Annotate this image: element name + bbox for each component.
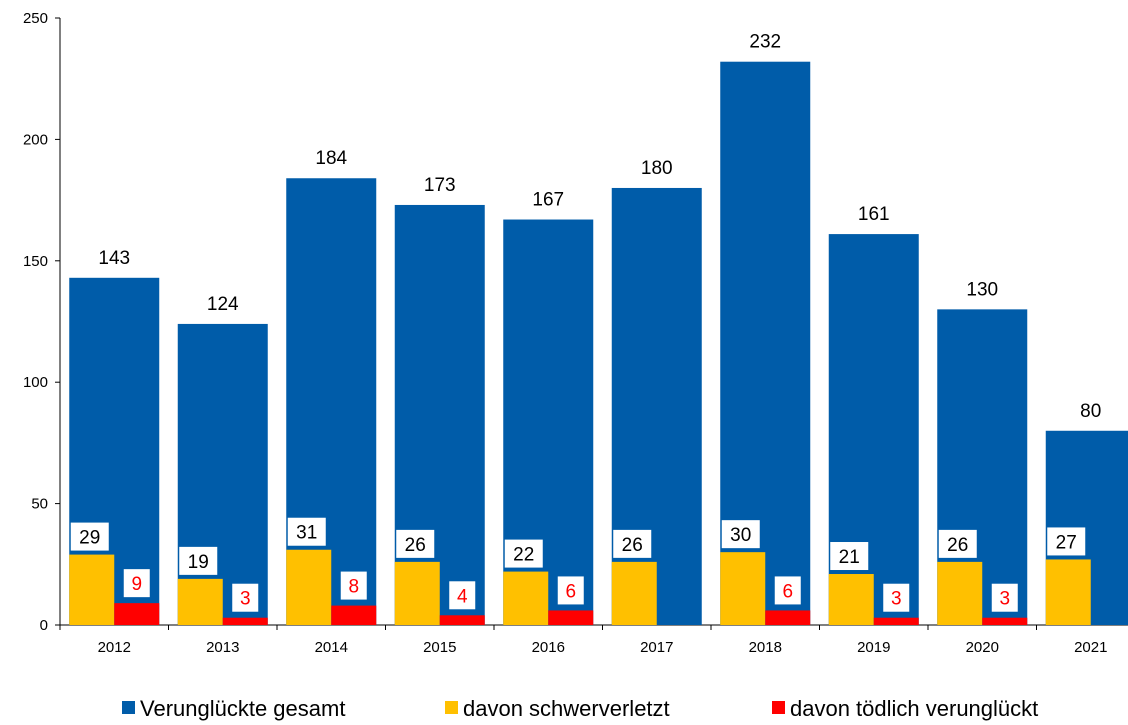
data-label-fatal-2013-box [232,583,259,612]
x-tick-label-2015: 2015 [423,639,456,656]
data-label-fatal-2014-box [340,571,367,600]
data-label-fatal-2020-box [991,583,1018,612]
data-label-fatal-2016: 6 [565,581,576,602]
data-label-fatal-2013: 3 [240,589,251,610]
bar-fatal-2013[interactable] [222,617,268,625]
bar-fatal-2016[interactable] [548,610,594,625]
data-label-severe-2020: 26 [947,535,968,556]
data-label-severe-2013: 19 [188,552,209,573]
data-label-fatal-2018-box [774,576,801,605]
data-label-total-2016: 167 [532,190,564,211]
bar-severe-2017[interactable] [611,561,657,625]
bar-severe-2019[interactable] [828,574,874,625]
legend-label-1: Verunglückte gesamt [140,696,345,721]
y-tick-label: 100 [23,374,48,391]
data-label-severe-2016: 22 [513,545,534,566]
data-label-severe-2021: 27 [1056,532,1077,553]
bar-severe-2016[interactable] [503,571,549,625]
x-tick-label-2020: 2020 [966,639,999,656]
data-label-fatal-2018: 6 [782,581,793,602]
data-label-severe-2014-box [287,517,326,546]
y-tick-label: 150 [23,253,48,270]
data-label-severe-2014: 31 [296,523,317,544]
legend-swatch-2 [445,701,458,714]
x-tick-label-2021: 2021 [1074,639,1107,656]
data-label-fatal-2020: 3 [999,589,1010,610]
data-label-severe-2012: 29 [79,528,100,549]
bar-total-2017[interactable] [611,187,702,625]
data-label-total-2013: 124 [207,294,239,315]
data-label-severe-2017: 26 [622,535,643,556]
data-label-total-2014: 184 [315,148,347,169]
data-label-total-2015: 173 [424,175,456,196]
data-label-severe-2021-box [1047,527,1086,556]
data-label-severe-2019-box [830,542,869,571]
data-label-severe-2015: 26 [405,535,426,556]
data-label-fatal-2019-box [883,583,910,612]
data-label-severe-2016-box [504,539,543,568]
y-tick-label: 250 [23,10,48,27]
x-tick-label-2012: 2012 [98,639,131,656]
data-label-fatal-2019: 3 [891,589,902,610]
bar-fatal-2012[interactable] [114,603,160,625]
x-tick-label-2016: 2016 [532,639,565,656]
bar-fatal-2019[interactable] [873,617,919,625]
data-label-severe-2015-box [396,529,435,558]
data-label-fatal-2015-box [449,581,476,610]
data-label-total-2019: 161 [858,204,890,225]
data-label-fatal-2016-box [557,576,584,605]
data-label-fatal-2012: 9 [131,574,142,595]
bar-severe-2021[interactable] [1045,559,1091,625]
data-label-severe-2018-box [721,520,760,549]
y-tick-label: 0 [40,617,48,634]
bar-severe-2018[interactable] [720,552,766,625]
legend-swatch-3 [772,701,785,714]
x-tick-label-2017: 2017 [640,639,673,656]
bar-severe-2014[interactable] [286,549,332,625]
data-label-severe-2018: 30 [730,525,751,546]
data-label-total-2017: 180 [641,158,673,179]
data-label-total-2018: 232 [749,32,781,53]
bar-severe-2015[interactable] [394,561,440,625]
bar-fatal-2020[interactable] [982,617,1028,625]
bar-severe-2013[interactable] [177,578,223,625]
y-tick-label: 200 [23,131,48,148]
data-label-total-2020: 130 [966,279,998,300]
x-tick-label-2013: 2013 [206,639,239,656]
data-label-severe-2017-box [613,529,652,558]
x-tick-label-2019: 2019 [857,639,890,656]
data-label-severe-2013-box [179,546,218,575]
bar-fatal-2018[interactable] [765,610,811,625]
data-label-fatal-2012-box [123,569,150,598]
x-tick-label-2018: 2018 [749,639,782,656]
data-label-severe-2012-box [70,522,109,551]
bar-fatal-2015[interactable] [439,615,485,625]
data-label-severe-2020-box [938,529,977,558]
data-label-severe-2019: 21 [839,547,860,568]
bar-severe-2020[interactable] [937,561,983,625]
data-label-total-2021: 80 [1080,401,1101,422]
bar-severe-2012[interactable] [69,554,115,625]
x-tick-label-2014: 2014 [315,639,348,656]
y-tick-label: 50 [31,496,48,513]
data-label-fatal-2015: 4 [457,586,468,607]
bar-fatal-2014[interactable] [331,605,377,625]
data-label-total-2012: 143 [98,248,130,269]
legend-label-2: davon schwerverletzt [463,696,670,721]
data-label-fatal-2014: 8 [348,577,359,598]
legend-swatch-1 [122,701,135,714]
legend-label-3: davon tödlich verunglückt [790,696,1038,721]
